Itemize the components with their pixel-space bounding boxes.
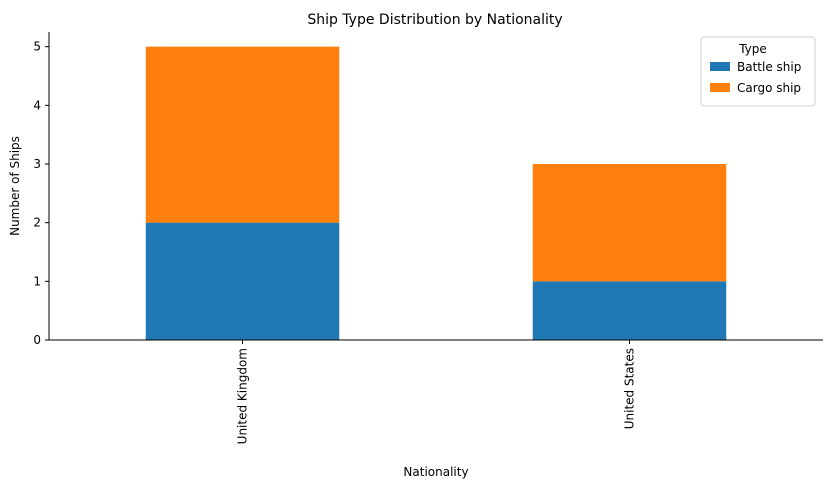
- legend-label: Battle ship: [737, 60, 801, 74]
- y-axis-ticks: 0 1 2 3 4 5: [33, 40, 49, 347]
- legend-items: Battle ship Cargo ship: [710, 60, 801, 95]
- y-tick-label: 4: [33, 98, 41, 112]
- x-tick-label: United States: [623, 348, 637, 429]
- legend-swatch: [710, 83, 730, 92]
- legend-title: Type: [738, 42, 767, 56]
- y-tick-label: 1: [33, 274, 41, 288]
- y-tick-label: 5: [33, 40, 41, 54]
- chart-title: Ship Type Distribution by Nationality: [307, 12, 562, 28]
- y-tick-label: 3: [33, 157, 41, 171]
- legend-swatch: [710, 62, 730, 71]
- bar-battle-ship-united-states: [532, 281, 727, 340]
- bars-layer: [145, 46, 727, 340]
- y-tick-label: 2: [33, 216, 41, 230]
- x-axis-label: Nationality: [403, 465, 468, 479]
- bar-cargo-ship-united-states: [532, 164, 727, 282]
- legend: Type Battle ship Cargo ship: [700, 36, 816, 107]
- x-axis-ticks: United Kingdom United States: [236, 340, 637, 444]
- y-axis-label: Number of Ships: [8, 136, 22, 236]
- bar-battle-ship-united-kingdom: [145, 222, 340, 340]
- bar-cargo-ship-united-kingdom: [145, 46, 340, 223]
- x-tick-label: United Kingdom: [236, 348, 250, 444]
- y-tick-label: 0: [33, 333, 41, 347]
- legend-label: Cargo ship: [737, 81, 801, 95]
